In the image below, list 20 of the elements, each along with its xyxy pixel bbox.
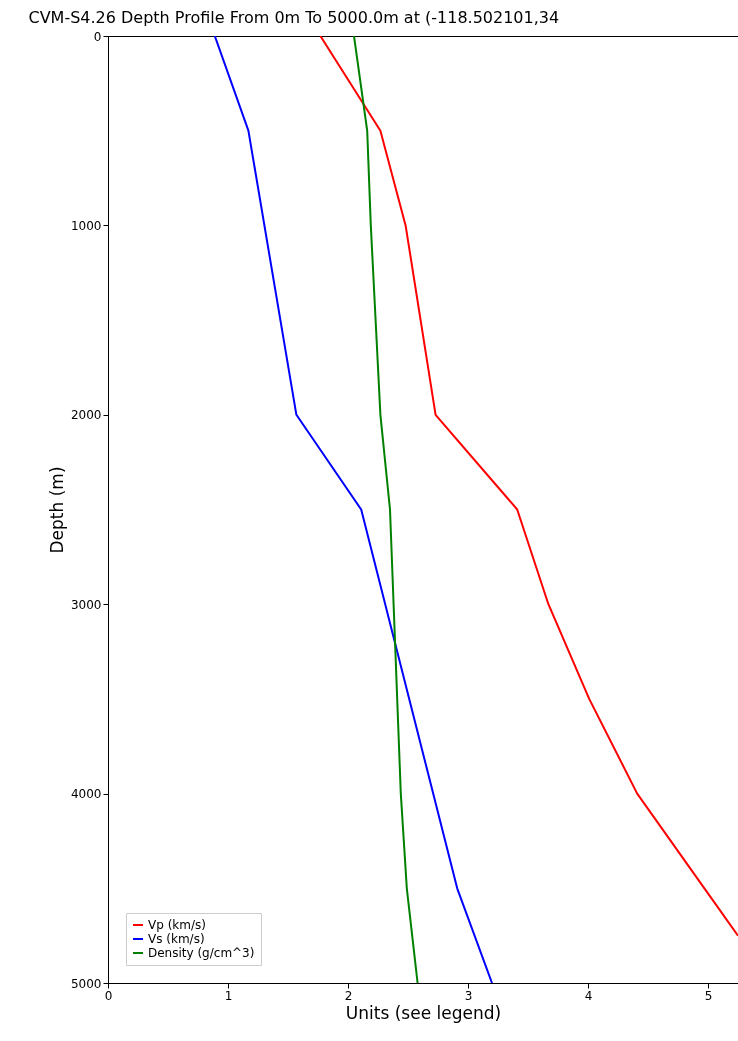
x-tick-label: 5 xyxy=(704,988,713,1003)
line-series xyxy=(353,36,419,983)
x-tick-label: 1 xyxy=(224,988,233,1003)
y-tick-label: 3000 xyxy=(70,597,102,612)
x-tick-label: 2 xyxy=(344,988,353,1003)
x-tick-label: 4 xyxy=(584,988,593,1003)
legend-label: Vp (km/s) xyxy=(148,918,206,932)
y-tick-label: 1000 xyxy=(70,218,102,233)
y-tick-label: 5000 xyxy=(70,976,102,991)
legend-label: Vs (km/s) xyxy=(148,932,205,946)
x-axis-title: Units (see legend) xyxy=(345,1002,502,1023)
x-tick-label: 0 xyxy=(104,988,113,1003)
legend-label: Density (g/cm^3) xyxy=(148,946,255,960)
chart-title: CVM-S4.26 Depth Profile From 0m To 5000.0m at (-118.502101,34 xyxy=(28,8,560,27)
x-tick-label: 3 xyxy=(464,988,473,1003)
y-tick-label: 2000 xyxy=(70,408,102,423)
line-series xyxy=(319,36,738,937)
y-axis-title: Depth (m) xyxy=(46,466,67,554)
y-tick-label: 0 xyxy=(93,29,102,44)
y-tick-label: 4000 xyxy=(70,787,102,802)
